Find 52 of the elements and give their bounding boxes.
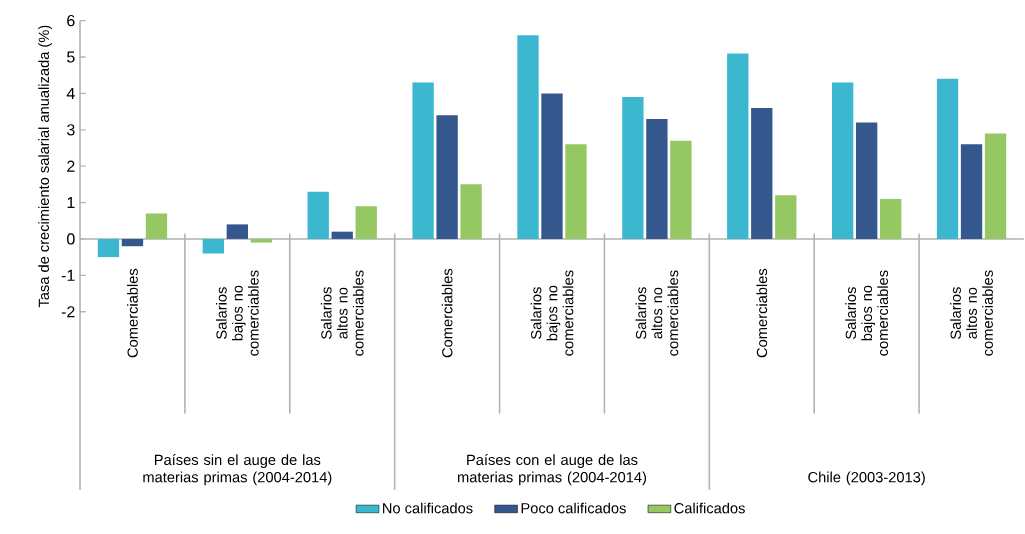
x-tick-label: Salarios bajos no comerciables: [215, 270, 259, 356]
bar: [622, 97, 644, 239]
x-tick-label: Salarios bajos no comerciables: [845, 270, 889, 356]
bar: [412, 82, 434, 239]
bar: [97, 238, 120, 258]
bar: [646, 118, 668, 239]
bar: [202, 238, 224, 254]
bar: [331, 231, 353, 239]
x-tick-label: Comerciables: [756, 268, 768, 358]
bar: [960, 144, 983, 239]
x-tick-label: Salarios bajos no comerciables: [530, 270, 574, 356]
y-tick-label: 4: [66, 87, 75, 99]
bar: [775, 195, 797, 239]
bar: [517, 35, 539, 239]
x-tick-label: Salarios altos no comerciables: [635, 270, 679, 356]
annotation: Países con el auge de las materias primas (2004-2014): [458, 454, 647, 486]
bar: [727, 53, 749, 239]
bar: [436, 115, 458, 239]
bar: [250, 238, 272, 243]
bar: [121, 238, 144, 247]
y-tick-label: -1: [61, 269, 75, 281]
bar: [307, 191, 329, 239]
x-tick-label: Comerciables: [441, 268, 453, 358]
y-tick-label: 1: [67, 197, 75, 209]
bar: [855, 122, 878, 239]
legend-label: No calificados: [383, 502, 473, 514]
bar: [565, 144, 587, 239]
bar: [145, 213, 168, 239]
bar: [984, 133, 1007, 239]
y-tick-label: 0: [67, 233, 75, 245]
bar: [831, 82, 854, 239]
legend-label: Calificados: [674, 502, 745, 514]
bar: [936, 78, 959, 239]
x-tick-label: Salarios altos no comerciables: [320, 270, 364, 356]
bar: [751, 107, 773, 239]
bar: [879, 198, 902, 239]
bar: [460, 184, 482, 239]
x-tick-label: Salarios altos no comerciables: [950, 270, 993, 356]
y-tick-label: 2: [67, 160, 75, 172]
y-tick-label: 6: [67, 14, 75, 27]
annotation: Chile (2003-2013): [808, 471, 925, 486]
legend-label: Poco calificados: [521, 502, 626, 514]
y-tick-label: 5: [67, 51, 75, 63]
x-tick-label: Comerciables: [127, 268, 138, 358]
y-tick-label: -2: [61, 306, 75, 318]
y-tick-label: 3: [67, 124, 75, 136]
bar: [226, 224, 248, 239]
annotation: Países sin el auge de las materias primas (2004-2014): [143, 454, 332, 486]
bar: [670, 140, 692, 239]
bar: [541, 93, 563, 239]
y-axis-title: Tasa de crecimiento salarial anualizada (%): [38, 25, 52, 308]
bar: [355, 206, 377, 239]
